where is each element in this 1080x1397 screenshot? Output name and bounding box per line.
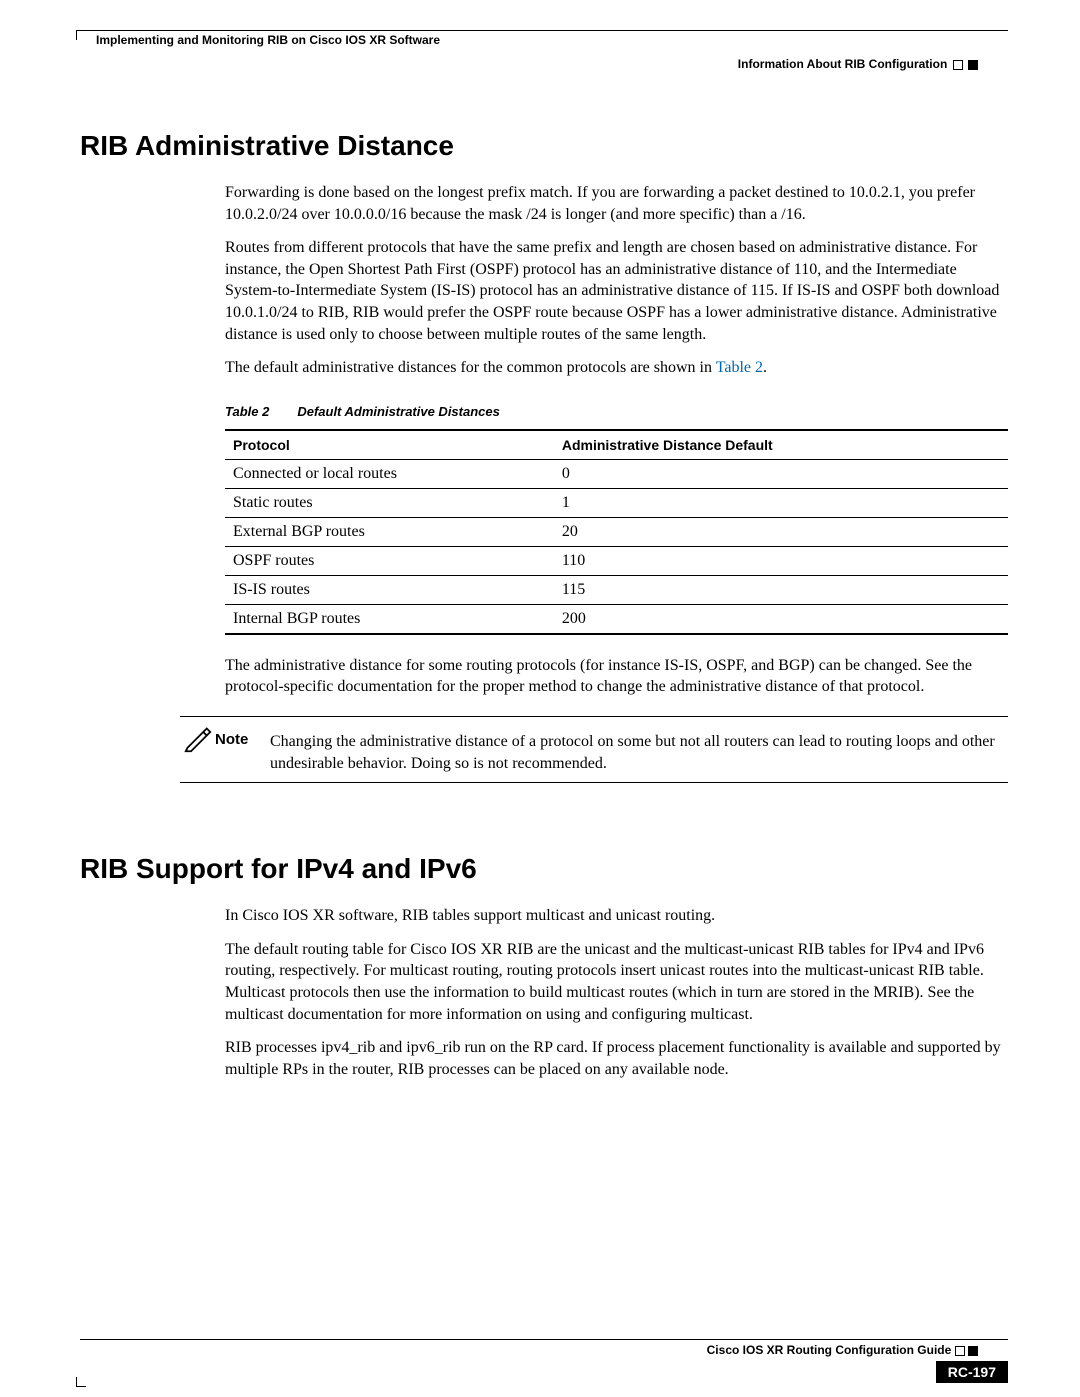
page: Implementing and Monitoring RIB on Cisco… <box>0 0 1080 1397</box>
cell-distance: 20 <box>554 517 1008 546</box>
admin-distance-table: Protocol Administrative Distance Default… <box>225 429 1008 635</box>
cell-distance: 115 <box>554 575 1008 604</box>
col-protocol: Protocol <box>225 430 554 460</box>
paragraph: The administrative distance for some rou… <box>225 655 1008 698</box>
page-number: RC-197 <box>936 1361 1008 1383</box>
table-row: Static routes 1 <box>225 488 1008 517</box>
paragraph: The default routing table for Cisco IOS … <box>225 939 1008 1025</box>
cell-distance: 110 <box>554 546 1008 575</box>
table-ref-link[interactable]: Table 2 <box>716 359 763 376</box>
table-row: Connected or local routes 0 <box>225 459 1008 488</box>
cell-protocol: Connected or local routes <box>225 459 554 488</box>
cell-distance: 0 <box>554 459 1008 488</box>
note-block: Note Changing the administrative distanc… <box>180 716 1008 783</box>
col-distance: Administrative Distance Default <box>554 430 1008 460</box>
section-title: Information About RIB Configuration <box>80 57 1008 71</box>
table-row: OSPF routes 110 <box>225 546 1008 575</box>
square-icon <box>968 1346 978 1356</box>
paragraph: Forwarding is done based on the longest … <box>225 182 1008 225</box>
body-content: Forwarding is done based on the longest … <box>225 182 1008 698</box>
chapter-title: Implementing and Monitoring RIB on Cisco… <box>80 33 1008 47</box>
running-header: Implementing and Monitoring RIB on Cisco… <box>80 30 1008 80</box>
cell-protocol: External BGP routes <box>225 517 554 546</box>
cell-protocol: Static routes <box>225 488 554 517</box>
table-row: External BGP routes 20 <box>225 517 1008 546</box>
table-row: IS-IS routes 115 <box>225 575 1008 604</box>
paragraph: The default administrative distances for… <box>225 357 1008 379</box>
paragraph: RIB processes ipv4_rib and ipv6_rib run … <box>225 1037 1008 1080</box>
square-icon <box>953 60 963 70</box>
cell-protocol: IS-IS routes <box>225 575 554 604</box>
section-title-text: Information About RIB Configuration <box>738 57 948 71</box>
running-footer: Cisco IOS XR Routing Configuration Guide… <box>80 1339 1008 1357</box>
footer-guide: Cisco IOS XR Routing Configuration Guide <box>80 1343 1008 1357</box>
square-icon <box>955 1346 965 1356</box>
square-icon <box>968 60 978 70</box>
cell-distance: 1 <box>554 488 1008 517</box>
table-label: Table 2 <box>225 404 269 419</box>
heading-admin-distance: RIB Administrative Distance <box>80 130 1008 162</box>
paragraph: Routes from different protocols that hav… <box>225 237 1008 345</box>
body-content: In Cisco IOS XR software, RIB tables sup… <box>225 905 1008 1080</box>
table-title: Default Administrative Distances <box>297 404 500 419</box>
pencil-icon <box>180 725 215 758</box>
table-caption: Table 2 Default Administrative Distances <box>225 404 1008 419</box>
note-label: Note <box>215 725 270 748</box>
heading-ipv4-ipv6: RIB Support for IPv4 and IPv6 <box>80 853 1008 885</box>
crop-mark-icon <box>76 1377 86 1387</box>
cell-protocol: OSPF routes <box>225 546 554 575</box>
cell-distance: 200 <box>554 604 1008 634</box>
note-text: Changing the administrative distance of … <box>270 725 1008 774</box>
cell-protocol: Internal BGP routes <box>225 604 554 634</box>
paragraph: In Cisco IOS XR software, RIB tables sup… <box>225 905 1008 927</box>
table-header-row: Protocol Administrative Distance Default <box>225 430 1008 460</box>
table-row: Internal BGP routes 200 <box>225 604 1008 634</box>
